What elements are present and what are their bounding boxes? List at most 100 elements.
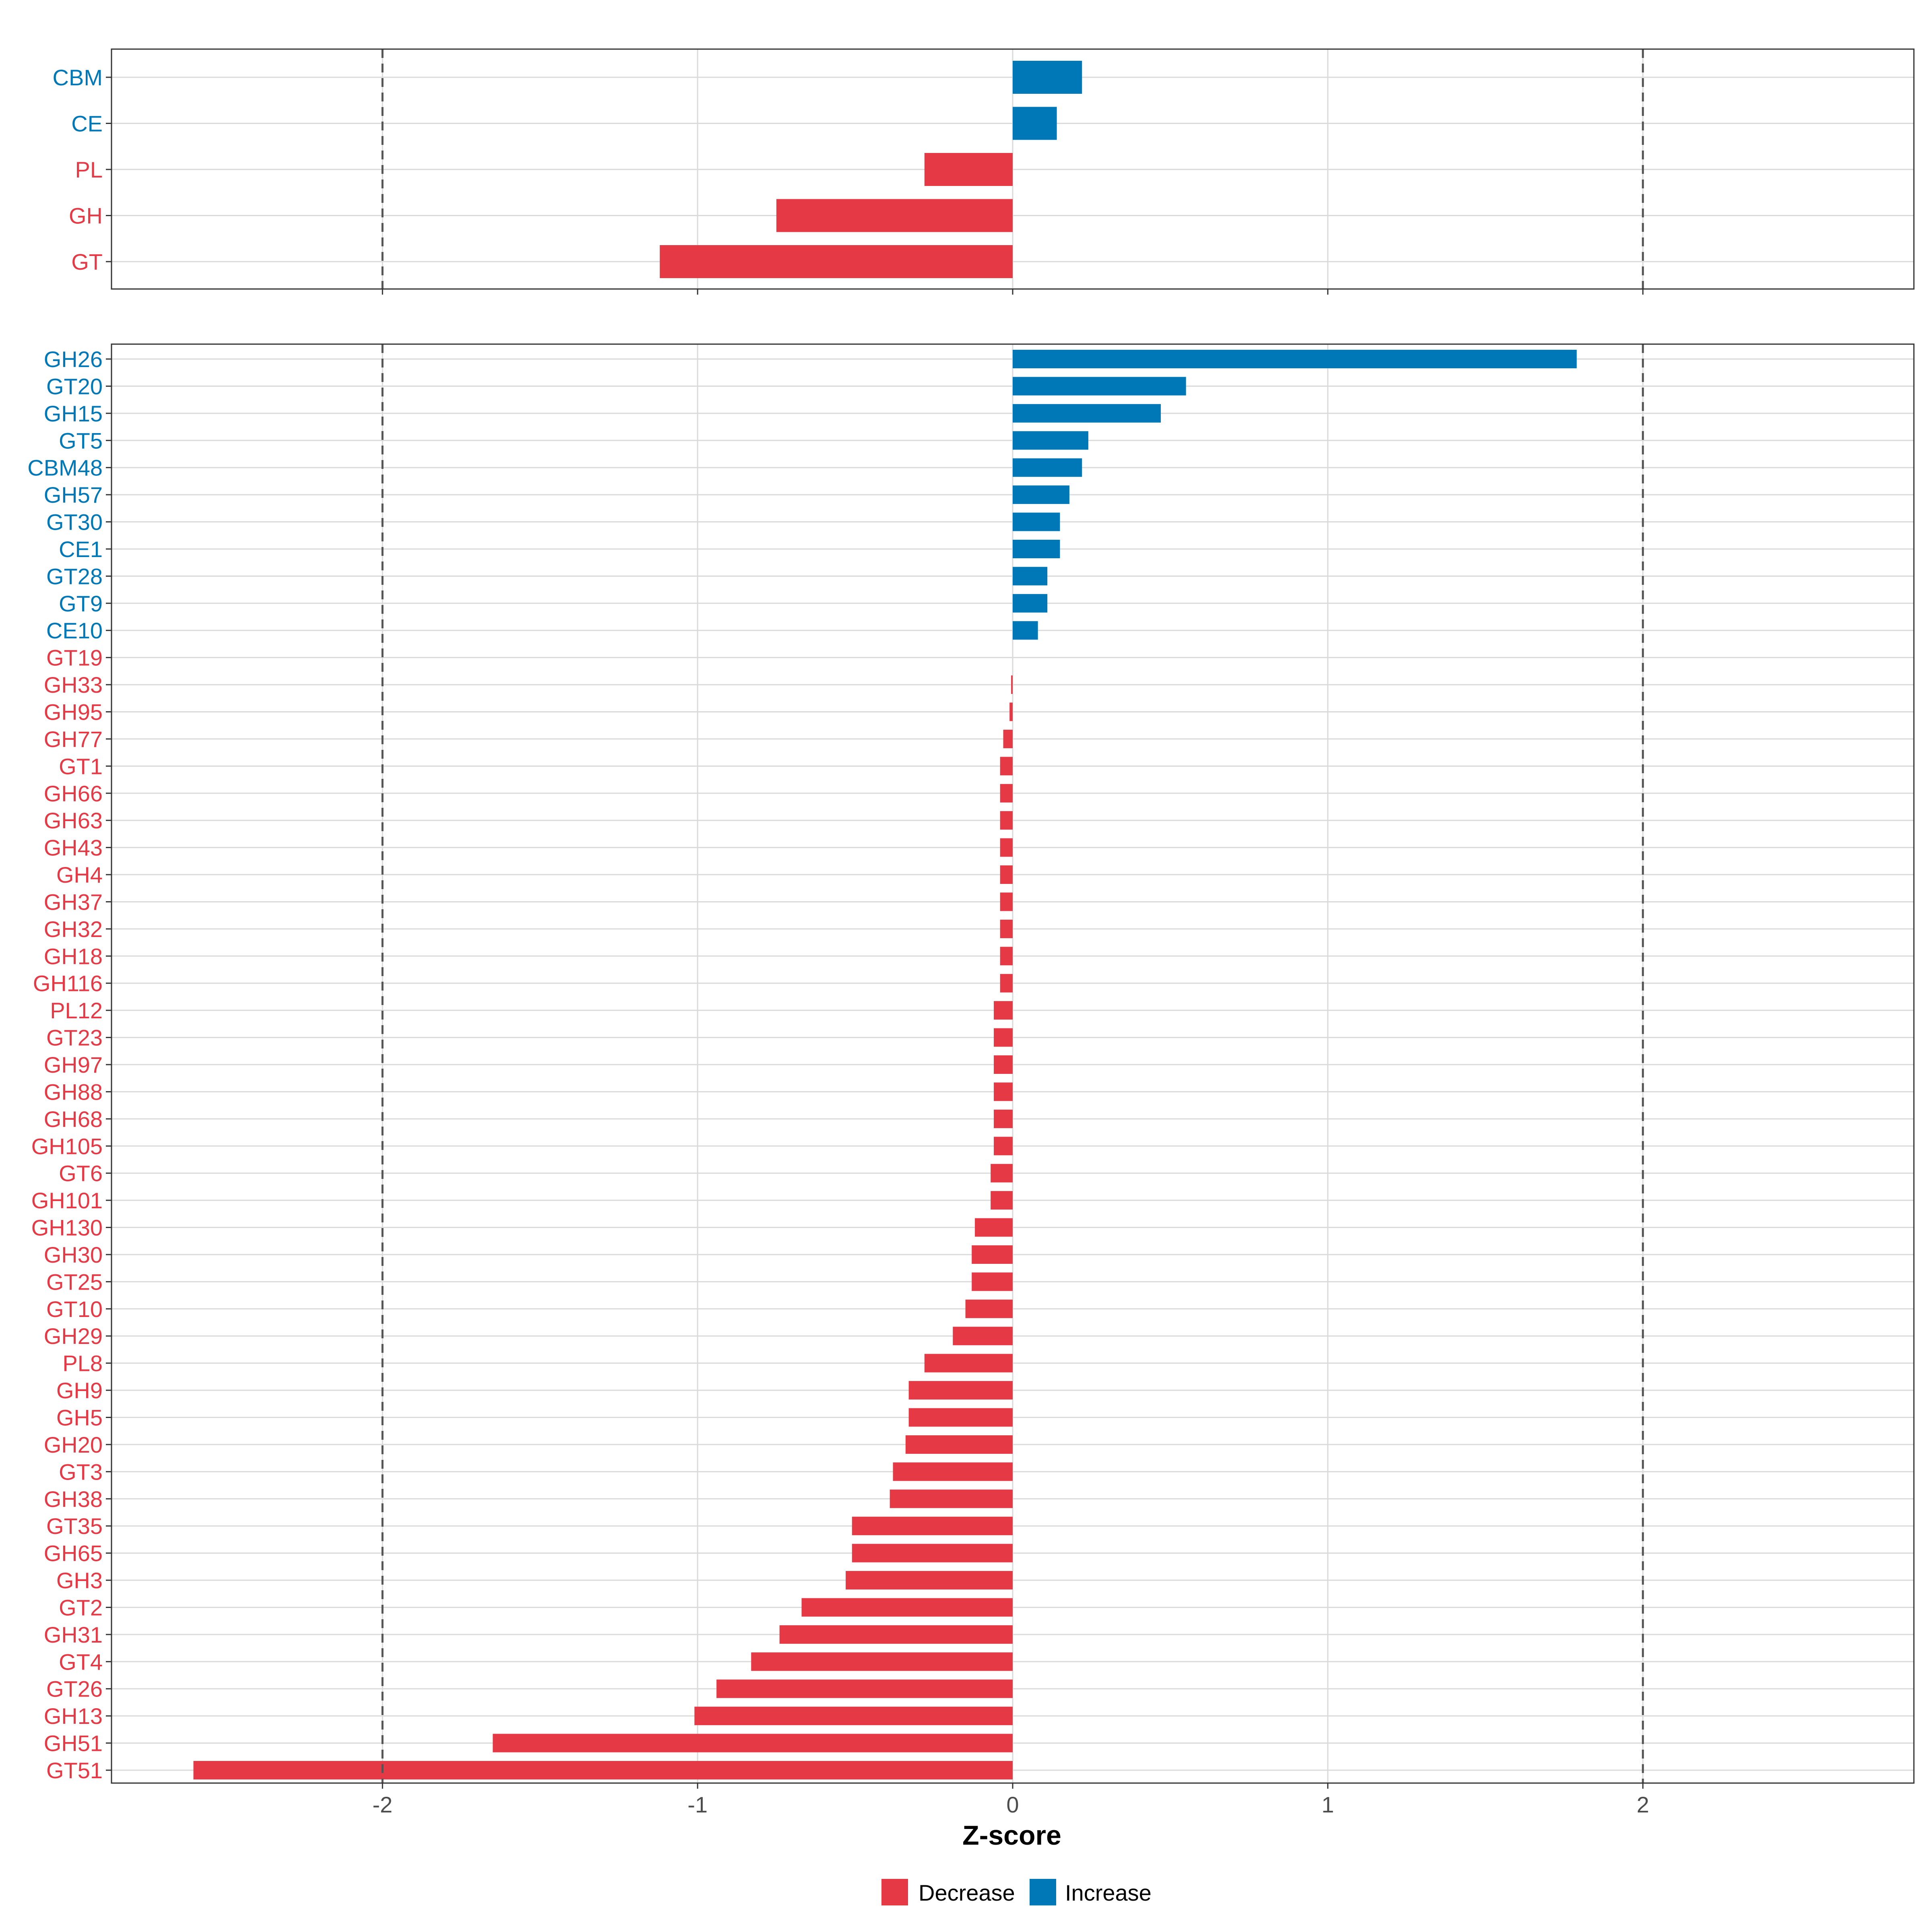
bar-gt2 <box>801 1598 1013 1617</box>
category-label-gh43: GH43 <box>44 835 103 861</box>
bar-gh29 <box>953 1327 1013 1346</box>
category-label-gh18: GH18 <box>44 943 103 969</box>
bar-gh20 <box>905 1435 1013 1454</box>
bar-ce1 <box>1013 539 1060 558</box>
category-label-gh13: GH13 <box>44 1703 103 1729</box>
family-panel: GH26GT20GH15GT5CBM48GH57GT30CE1GT28GT9CE… <box>27 343 1915 1789</box>
bar-pl <box>924 153 1013 186</box>
bar-gt9 <box>1013 594 1048 613</box>
category-label-gh105: GH105 <box>31 1133 103 1159</box>
bar-gh97 <box>994 1055 1013 1074</box>
bar-gh9 <box>908 1381 1013 1400</box>
category-label-gh3: GH3 <box>56 1568 103 1593</box>
bar-gh68 <box>994 1109 1013 1128</box>
bar-gh130 <box>975 1218 1013 1237</box>
bar-gh26 <box>1013 350 1577 368</box>
category-label-gh5: GH5 <box>56 1405 103 1430</box>
bar-gh51 <box>493 1734 1013 1752</box>
bar-gt51 <box>193 1761 1013 1779</box>
bar-gh30 <box>972 1245 1013 1264</box>
category-label-pl8: PL8 <box>62 1351 103 1376</box>
category-label-gh68: GH68 <box>44 1106 103 1132</box>
bar-cbm <box>1013 61 1082 94</box>
bar-gt10 <box>965 1299 1013 1318</box>
bar-pl8 <box>924 1354 1013 1373</box>
category-label-gt28: GT28 <box>46 564 103 589</box>
category-label-gh32: GH32 <box>44 916 103 942</box>
category-label-gh88: GH88 <box>44 1079 103 1104</box>
category-label-gh101: GH101 <box>31 1188 103 1213</box>
bar-gt <box>660 245 1013 278</box>
bar-cbm48 <box>1013 458 1082 477</box>
category-label-ce10: CE10 <box>46 618 103 643</box>
bar-gh18 <box>1000 947 1013 966</box>
category-label-ce: CE <box>71 111 103 136</box>
x-axis: -2 -1 0 1 2 <box>372 1792 1649 1817</box>
bar-gh95 <box>1009 702 1013 721</box>
category-label-gh15: GH15 <box>44 401 103 426</box>
bar-gh15 <box>1013 404 1161 423</box>
x-tick-label: -1 <box>687 1792 708 1817</box>
x-tick-label: 1 <box>1321 1792 1334 1817</box>
category-label-gt25: GT25 <box>46 1269 103 1294</box>
bar-gh32 <box>1000 919 1013 938</box>
category-label-gt35: GT35 <box>46 1513 103 1539</box>
bar-gh43 <box>1000 838 1013 857</box>
legend-label-decrease: Decrease <box>919 1880 1015 1905</box>
bar-gh101 <box>991 1191 1013 1210</box>
bar-gh66 <box>1000 784 1013 803</box>
category-label-gh95: GH95 <box>44 700 103 725</box>
bar-gt6 <box>991 1164 1013 1183</box>
bar-gh37 <box>1000 892 1013 911</box>
bar-gh13 <box>694 1707 1013 1726</box>
bar-gh31 <box>779 1625 1013 1644</box>
bar-gh38 <box>890 1489 1013 1508</box>
bar-gt30 <box>1013 512 1060 531</box>
category-label-gh20: GH20 <box>44 1432 103 1457</box>
bar-pl12 <box>994 1001 1013 1020</box>
category-label-gh97: GH97 <box>44 1052 103 1077</box>
bar-ce10 <box>1013 621 1038 640</box>
category-label-gh66: GH66 <box>44 781 103 806</box>
category-label-gh63: GH63 <box>44 808 103 833</box>
category-label-gt: GT <box>71 249 103 275</box>
category-label-gh26: GH26 <box>44 347 103 372</box>
category-label-gh130: GH130 <box>31 1215 103 1241</box>
category-label-pl: PL <box>75 157 103 182</box>
x-tick-label: -2 <box>372 1792 392 1817</box>
category-label-gt3: GT3 <box>59 1459 103 1484</box>
category-label-gt4: GT4 <box>59 1649 103 1674</box>
category-label-gt1: GT1 <box>59 753 103 779</box>
category-label-gt23: GT23 <box>46 1025 103 1051</box>
category-label-gh33: GH33 <box>44 672 103 698</box>
class-panel: CBM CE PL GH GT <box>53 48 1915 295</box>
category-label-gt6: GT6 <box>59 1161 103 1186</box>
category-label-gh29: GH29 <box>44 1323 103 1349</box>
bar-gt1 <box>1000 757 1013 776</box>
bar-gh116 <box>1000 974 1013 993</box>
bar-gh4 <box>1000 865 1013 884</box>
category-label-gt19: GT19 <box>46 645 103 671</box>
category-label-gt30: GT30 <box>46 510 103 535</box>
category-label-gh9: GH9 <box>56 1378 103 1403</box>
category-label-gt10: GT10 <box>46 1296 103 1322</box>
bar-ce <box>1013 107 1057 140</box>
category-label-pl12: PL12 <box>50 998 103 1023</box>
category-label-gh57: GH57 <box>44 482 103 508</box>
category-label-cbm48: CBM48 <box>27 455 103 481</box>
bar-gh63 <box>1000 811 1013 830</box>
legend-swatch-decrease <box>881 1879 908 1905</box>
category-label-ce1: CE1 <box>59 537 103 562</box>
category-label-gh30: GH30 <box>44 1242 103 1267</box>
category-label-cbm: CBM <box>53 65 103 90</box>
bar-gh57 <box>1013 485 1069 504</box>
bar-gt4 <box>751 1652 1013 1671</box>
category-label-gt5: GT5 <box>59 428 103 453</box>
category-label-gt20: GT20 <box>46 374 103 399</box>
category-label-gt2: GT2 <box>59 1595 103 1620</box>
category-label-gt51: GT51 <box>46 1758 103 1783</box>
legend-swatch-increase <box>1030 1879 1056 1905</box>
x-tick-label: 0 <box>1006 1792 1019 1817</box>
bar-gt25 <box>972 1272 1013 1291</box>
